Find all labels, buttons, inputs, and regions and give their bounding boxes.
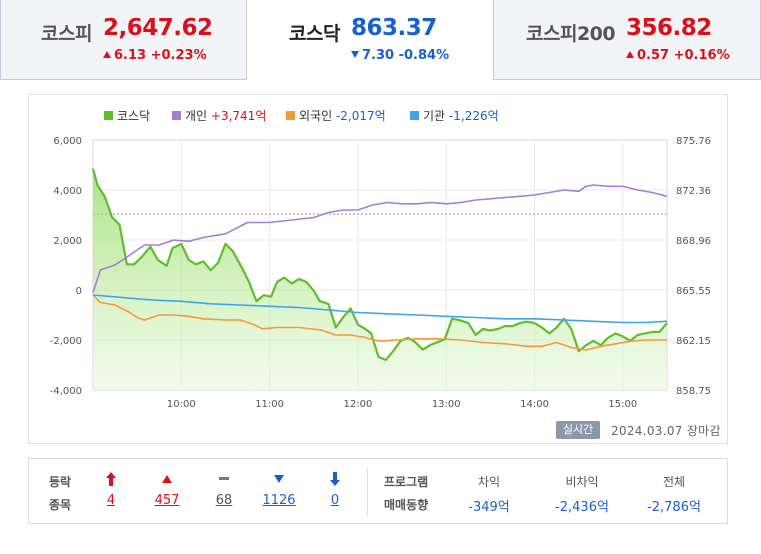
market-stats-panel: 등락 종목 4 457 68 1126 0 프로그램 매매동향 차익 -349억… (28, 458, 728, 524)
breadth-upper-limit: 4 (97, 471, 125, 508)
x-tick-label: 11:00 (255, 399, 284, 410)
index-tabs: 코스피 2,647.62 6.13 +0.23% 코스닥 863.37 7.30… (0, 0, 761, 80)
program-arbitrage-value: -349억 (468, 500, 510, 515)
series-line-기관 (92, 294, 668, 324)
tab-kospi-change: 6.13 +0.23% (103, 48, 207, 63)
stats-divider (367, 467, 368, 517)
breadth-label-1: 등락 (49, 475, 72, 489)
program-total-head: 전체 (662, 475, 686, 489)
x-tick-label: 10:00 (167, 399, 196, 410)
rise-triangle-icon (147, 471, 187, 489)
legend-label-외국인: 외국인 -2,017억 (299, 109, 386, 123)
flat-count[interactable]: 68 (215, 493, 233, 508)
x-tick-label: 12:00 (344, 399, 373, 410)
realtime-badge[interactable]: 실시간 (556, 421, 600, 439)
x-tick-label: 15:00 (608, 399, 637, 410)
rise-count[interactable]: 457 (154, 493, 180, 508)
tab-kospi200[interactable]: 코스피200 356.82 0.57 +0.16% (493, 0, 761, 80)
y-left-tick-label: 0 (76, 286, 82, 297)
y-right-tick-label: 858.75 (676, 386, 711, 397)
program-label-2: 매매동향 (384, 498, 429, 512)
program-label-1: 프로그램 (384, 475, 429, 489)
breadth-label-2: 종목 (49, 498, 72, 512)
x-tick-label: 14:00 (520, 399, 549, 410)
y-right-tick-label: 865.55 (676, 286, 711, 297)
legend-swatch-코스닥 (104, 111, 113, 120)
kosdaq-area-fill (93, 168, 667, 390)
tab-kosdaq-name: 코스닥 (289, 23, 340, 45)
legend-swatch-기관 (410, 111, 419, 120)
flat-dash-icon (209, 471, 239, 489)
fall-triangle-icon (257, 471, 301, 489)
y-right-tick-label: 875.76 (676, 136, 711, 147)
y-right-tick-label: 868.96 (676, 236, 711, 247)
lower-limit-count[interactable]: 0 (330, 493, 340, 508)
y-left-tick-label: 6,000 (53, 136, 82, 147)
tab-kospi200-change-text: 0.57 +0.16% (637, 48, 730, 63)
tab-kospi200-value: 356.82 (626, 15, 712, 41)
lower-limit-arrow-icon (323, 471, 347, 489)
legend-swatch-개인 (172, 111, 181, 120)
x-tick-label: 13:00 (432, 399, 461, 410)
up-triangle-icon (626, 51, 634, 58)
breadth-flat: 68 (209, 471, 239, 508)
series-line-외국인 (92, 294, 667, 351)
legend-swatch-외국인 (286, 111, 295, 120)
tab-kospi-value: 2,647.62 (103, 15, 213, 41)
tab-kosdaq-value: 863.37 (351, 15, 437, 41)
y-left-tick-label: -2,000 (50, 336, 82, 347)
tab-kospi200-change: 0.57 +0.16% (626, 48, 730, 63)
program-total-value: -2,786억 (647, 500, 701, 515)
tab-kospi[interactable]: 코스피 2,647.62 6.13 +0.23% (0, 0, 247, 80)
tab-kosdaq-change-text: 7.30 -0.84% (362, 48, 450, 63)
legend-label-기관: 기관 -1,226억 (423, 109, 499, 123)
breadth-fall: 1126 (257, 471, 301, 508)
upper-limit-count[interactable]: 4 (106, 493, 116, 508)
legend-label-코스닥: 코스닥 (117, 109, 150, 123)
down-triangle-icon (351, 51, 359, 58)
up-triangle-icon (103, 51, 111, 58)
fall-count[interactable]: 1126 (262, 493, 296, 508)
date-label: 2024.03.07 장마감 (611, 424, 721, 438)
series-line-kosdaq (91, 168, 668, 361)
tab-kospi200-name: 코스피200 (526, 23, 616, 45)
y-right-tick-label: 862.15 (676, 336, 711, 347)
tab-kospi-name: 코스피 (41, 23, 92, 45)
y-left-tick-label: 4,000 (53, 186, 82, 197)
y-left-tick-label: 2,000 (53, 236, 82, 247)
breadth-lower-limit: 0 (323, 471, 347, 508)
program-nonarbitrage-head: 비차익 (565, 475, 599, 489)
program-arbitrage-head: 차익 (477, 475, 501, 489)
upper-limit-arrow-icon (97, 471, 125, 489)
y-left-tick-label: -4,000 (50, 386, 82, 397)
tab-kospi-change-text: 6.13 +0.23% (114, 48, 207, 63)
series-line-개인 (92, 184, 668, 293)
breadth-rise: 457 (147, 471, 187, 508)
y-right-tick-label: 872.36 (676, 186, 711, 197)
program-nonarbitrage-value: -2,436억 (555, 500, 609, 515)
legend-label-개인: 개인 +3,741억 (185, 109, 266, 123)
tab-kosdaq-change: 7.30 -0.84% (351, 48, 449, 63)
